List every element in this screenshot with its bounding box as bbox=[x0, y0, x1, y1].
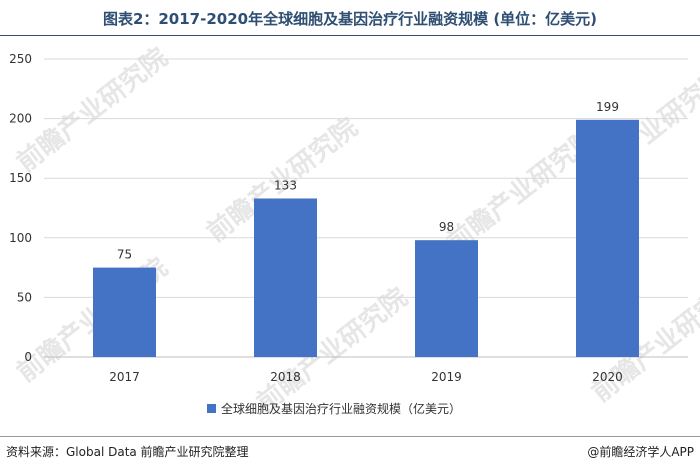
x-tick-label: 2018 bbox=[270, 370, 301, 384]
x-tick-label: 2017 bbox=[109, 370, 140, 384]
source-note: 资料来源：Global Data 前瞻产业研究院整理 bbox=[6, 445, 249, 459]
y-tick-label: 200 bbox=[9, 112, 32, 126]
y-tick-label: 50 bbox=[17, 290, 32, 304]
y-tick-label: 0 bbox=[24, 350, 32, 364]
data-label: 75 bbox=[117, 248, 132, 262]
footer-divider bbox=[0, 436, 700, 437]
legend-swatch bbox=[207, 404, 216, 413]
bar bbox=[93, 267, 156, 357]
y-tick-label: 250 bbox=[9, 52, 32, 66]
data-label: 133 bbox=[274, 178, 297, 192]
title-divider bbox=[0, 35, 700, 36]
bar bbox=[415, 240, 478, 357]
legend-label: 全球细胞及基因治疗行业融资规模（亿美元） bbox=[221, 401, 461, 416]
data-label: 199 bbox=[596, 100, 619, 114]
bar bbox=[576, 119, 639, 358]
y-tick-label: 100 bbox=[9, 231, 32, 245]
data-label: 98 bbox=[439, 220, 454, 234]
chart-title: 图表2：2017-2020年全球细胞及基因治疗行业融资规模 (单位：亿美元) bbox=[102, 10, 598, 28]
x-tick-label: 2020 bbox=[592, 370, 623, 384]
x-tick-label: 2019 bbox=[431, 370, 462, 384]
y-tick-label: 150 bbox=[9, 171, 32, 185]
brand-note: @前瞻经济学人APP bbox=[587, 445, 694, 459]
bar bbox=[254, 198, 317, 357]
